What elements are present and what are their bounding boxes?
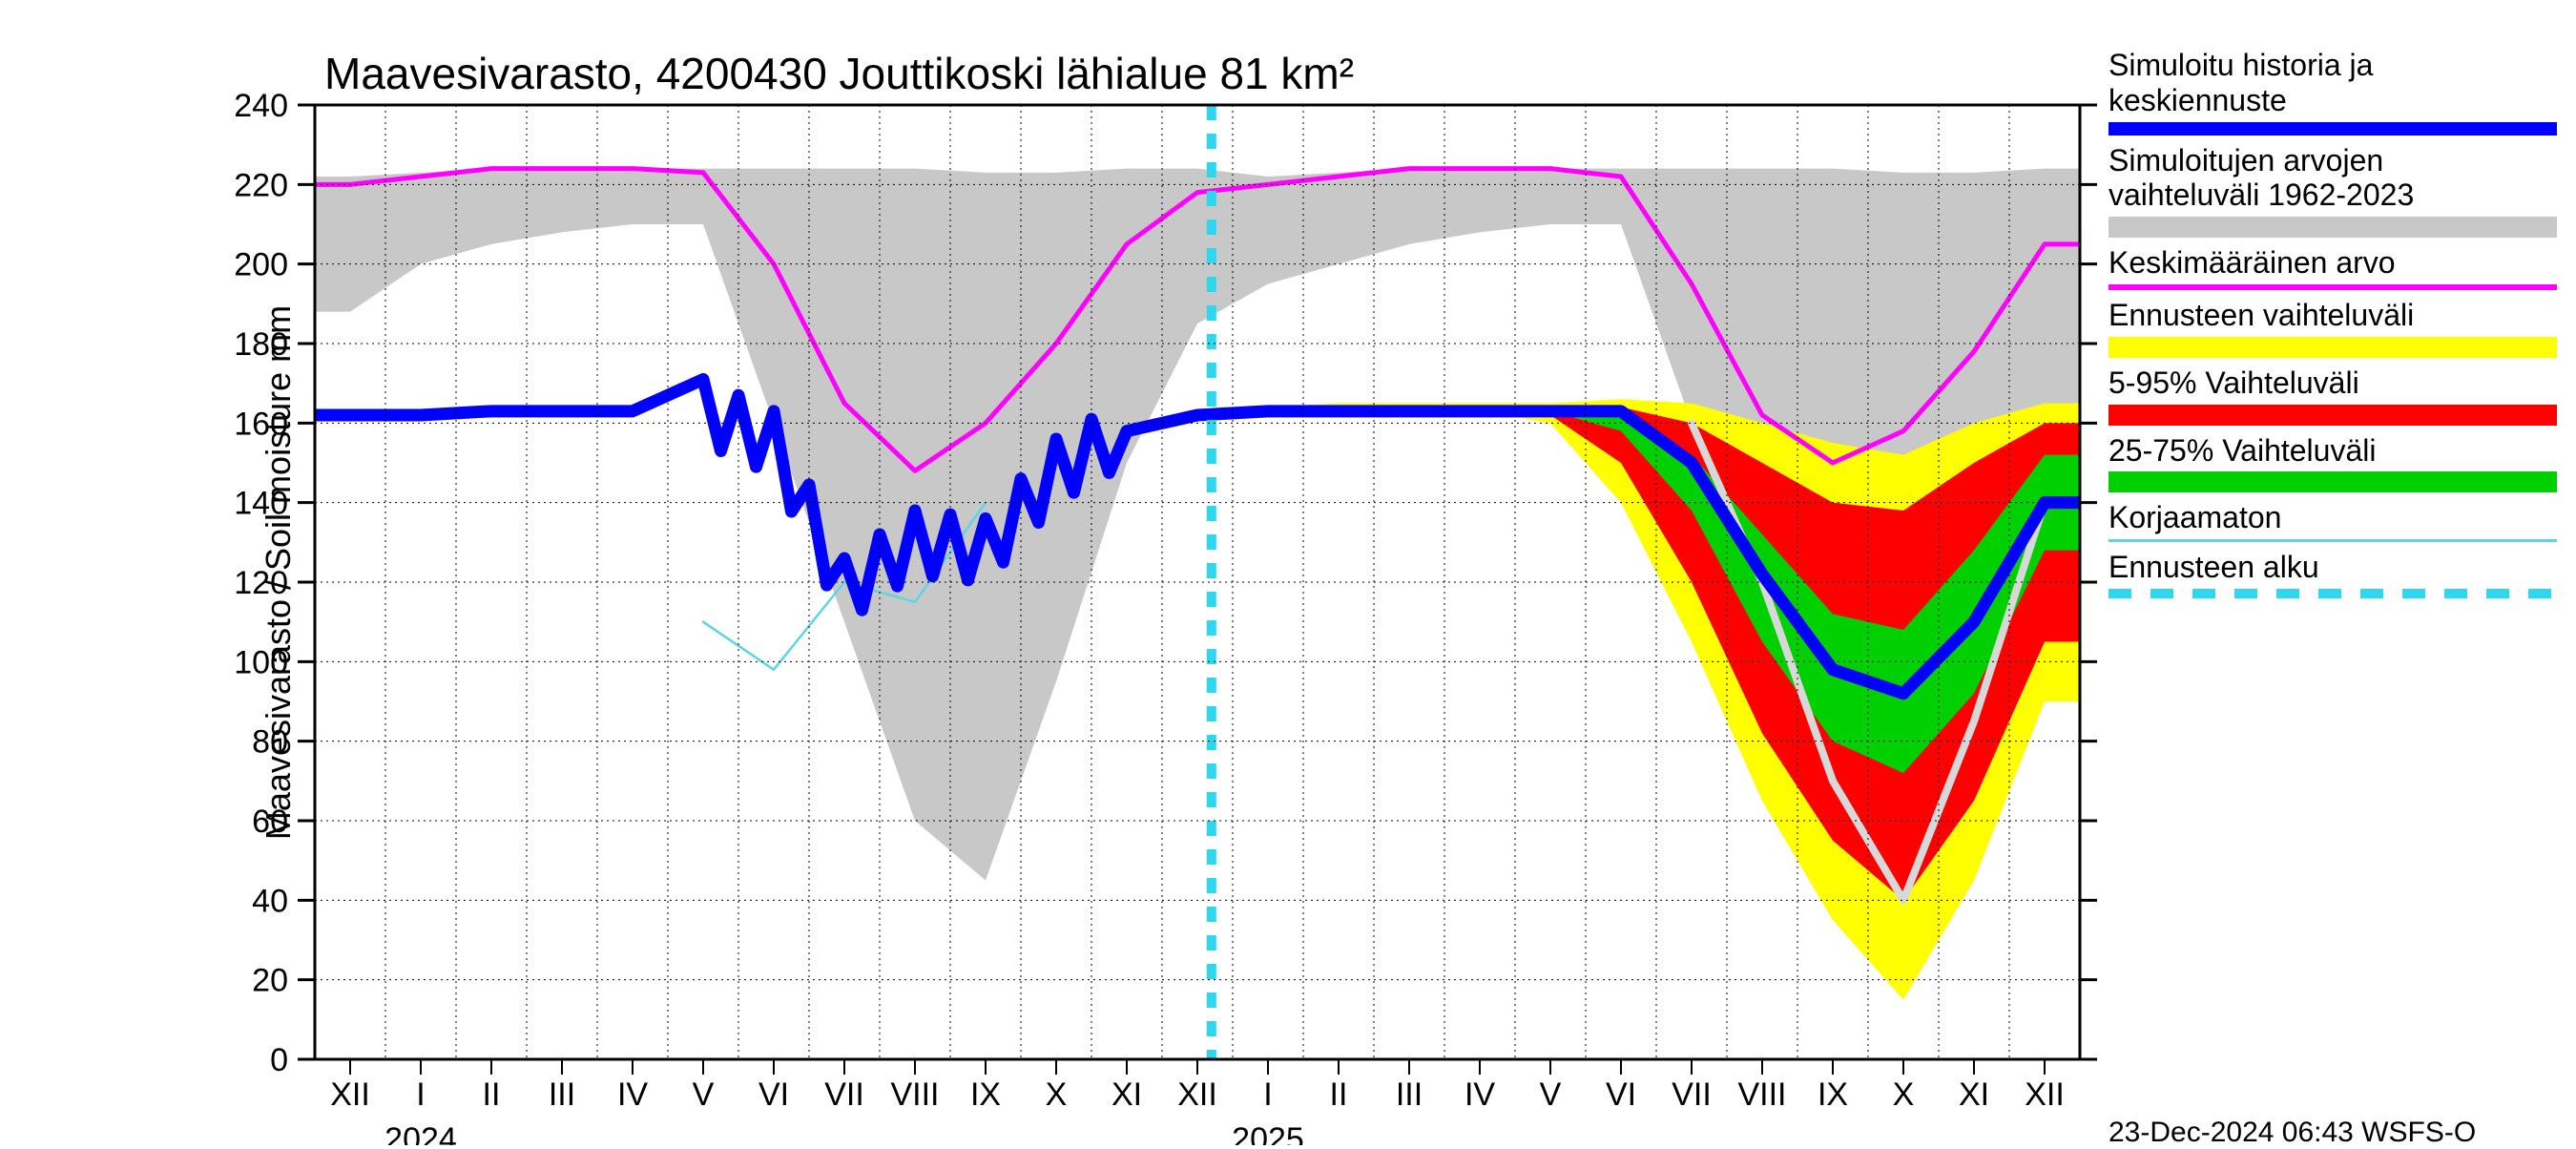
svg-text:IV: IV [617, 1076, 648, 1113]
svg-text:X: X [1046, 1076, 1068, 1113]
svg-text:2024: 2024 [384, 1121, 457, 1145]
legend-label: Simuloitujen arvojen [2109, 143, 2557, 178]
svg-text:XI: XI [1111, 1076, 1142, 1113]
svg-text:40: 40 [252, 883, 288, 919]
y-axis-label: Maavesivarasto / Soil moisture mm [259, 305, 299, 840]
legend-swatch [2109, 122, 2557, 136]
svg-text:IX: IX [970, 1076, 1001, 1113]
svg-text:VIII: VIII [890, 1076, 939, 1113]
svg-text:IX: IX [1818, 1076, 1848, 1113]
legend-label: Keskimääräinen arvo [2109, 245, 2557, 281]
legend-item: Ennusteen vaihteluväli [2109, 298, 2557, 358]
legend-label: Simuloitu historia ja [2109, 48, 2557, 83]
svg-text:XII: XII [2025, 1076, 2065, 1113]
svg-text:VI: VI [1606, 1076, 1636, 1113]
svg-text:VII: VII [1672, 1076, 1712, 1113]
svg-text:20: 20 [252, 963, 288, 999]
legend-label: Ennusteen alku [2109, 550, 2557, 585]
svg-text:III: III [549, 1076, 575, 1113]
svg-text:2025: 2025 [1232, 1121, 1304, 1145]
svg-text:I: I [416, 1076, 425, 1113]
svg-text:240: 240 [234, 88, 288, 124]
legend-item: 5-95% Vaihteluväli [2109, 366, 2557, 426]
svg-text:VI: VI [758, 1076, 789, 1113]
legend-label: Ennusteen vaihteluväli [2109, 298, 2557, 333]
legend-label: 5-95% Vaihteluväli [2109, 366, 2557, 401]
svg-text:XII: XII [1177, 1076, 1217, 1113]
timestamp-label: 23-Dec-2024 06:43 WSFS-O [2109, 1117, 2476, 1149]
svg-text:VIII: VIII [1737, 1076, 1786, 1113]
legend-swatch [2109, 589, 2557, 598]
svg-text:XI: XI [1959, 1076, 1989, 1113]
svg-text:X: X [1893, 1076, 1915, 1113]
svg-text:V: V [693, 1076, 715, 1113]
svg-text:IV: IV [1465, 1076, 1495, 1113]
legend-item: 25-75% Vaihteluväli [2109, 433, 2557, 493]
chart-container: Maavesivarasto, 4200430 Jouttikoski lähi… [0, 0, 2576, 1145]
svg-text:VII: VII [824, 1076, 864, 1113]
legend-swatch [2109, 471, 2557, 492]
legend-swatch [2109, 337, 2557, 358]
svg-text:200: 200 [234, 247, 288, 283]
legend-swatch [2109, 405, 2557, 426]
legend-item: Keskimääräinen arvo [2109, 245, 2557, 290]
legend-item: Korjaamaton [2109, 500, 2557, 542]
legend-label: vaihteluväli 1962-2023 [2109, 178, 2557, 213]
svg-text:0: 0 [270, 1042, 288, 1078]
svg-text:I: I [1263, 1076, 1272, 1113]
legend-item: Simuloitu historia jakeskiennuste [2109, 48, 2557, 136]
legend-item: Simuloitujen arvojenvaihteluväli 1962-20… [2109, 143, 2557, 239]
legend-label: Korjaamaton [2109, 500, 2557, 535]
legend-item: Ennusteen alku [2109, 550, 2557, 598]
legend-swatch [2109, 217, 2557, 238]
legend-swatch [2109, 539, 2557, 542]
legend-label: keskiennuste [2109, 83, 2557, 118]
svg-text:V: V [1540, 1076, 1562, 1113]
legend-swatch [2109, 284, 2557, 290]
svg-text:II: II [1330, 1076, 1348, 1113]
chart-title: Maavesivarasto, 4200430 Jouttikoski lähi… [324, 48, 1354, 99]
svg-text:220: 220 [234, 167, 288, 203]
svg-text:II: II [483, 1076, 501, 1113]
legend-label: 25-75% Vaihteluväli [2109, 433, 2557, 469]
legend: Simuloitu historia jakeskiennusteSimuloi… [2109, 48, 2557, 606]
svg-text:III: III [1396, 1076, 1423, 1113]
svg-text:XII: XII [330, 1076, 370, 1113]
